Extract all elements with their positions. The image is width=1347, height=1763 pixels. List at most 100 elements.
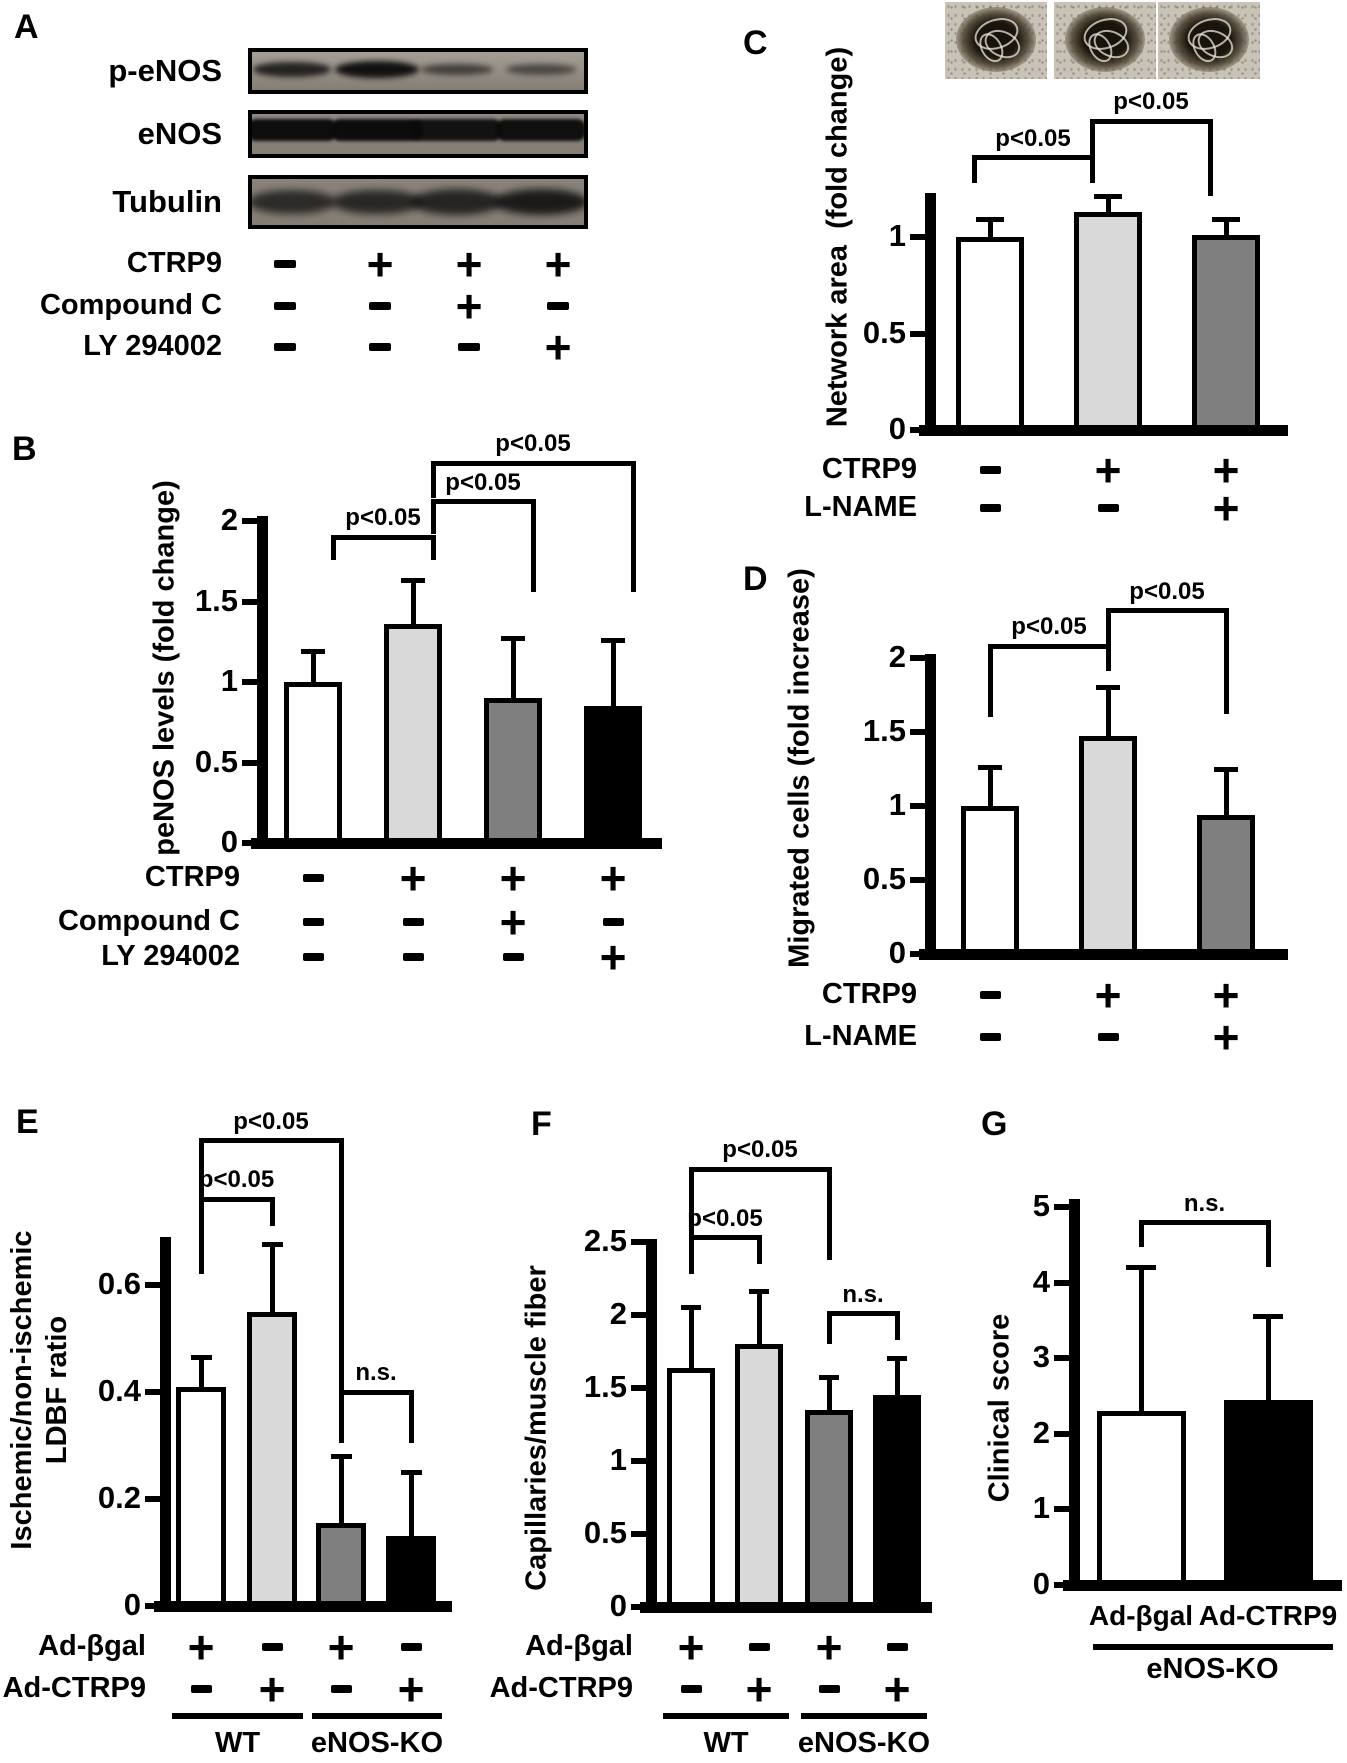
panel-g-ytick-2 (1054, 1430, 1070, 1437)
panel-b-row-2-minus-1 (402, 953, 424, 961)
panel-g-bracket-0-pvalue: n.s. (1183, 1189, 1226, 1217)
panel-b-ytick-label-0: 0 (220, 824, 238, 859)
panel-b-row-1-minus-3 (602, 918, 624, 926)
panel-f-ytick-label-2: 1 (609, 1442, 627, 1477)
panel-c-ytick-2 (910, 234, 926, 240)
panel-d-ytick-0 (910, 951, 926, 957)
panel-e-group-0-line (172, 1713, 303, 1719)
panel-e-bracket-0-pvalue: p<0.05 (198, 1166, 275, 1194)
panel-d-ytick-label-1: 0.5 (862, 861, 906, 896)
panel-g-bracket-0-leg-right (1265, 1222, 1271, 1267)
panel-f-bracket-1-leg-left (688, 1169, 694, 1238)
panel-f-row-0-minus-1 (748, 1643, 770, 1651)
panel-b-label: B (12, 430, 37, 468)
panel-c-bracket-0-leg-right (1089, 157, 1095, 183)
panel-b-bar-2 (484, 698, 542, 848)
panel-c-bracket-1-leg-left (1089, 121, 1095, 158)
panel-g-ytick-label-2: 2 (1032, 1414, 1050, 1450)
panel-d-bracket-1-leg-left (1105, 610, 1111, 647)
panel-g-label: G (981, 1105, 1008, 1143)
panel-b-row-2-label: LY 294002 (101, 940, 240, 972)
panel-d-x-axis (919, 948, 1288, 960)
panel-c-y-axis (924, 192, 936, 435)
panel-a-row-2-minus-2 (458, 343, 480, 351)
panel-c-bracket-1-leg-right (1207, 121, 1213, 197)
blot-band-Tubulin-lane-2 (332, 189, 422, 215)
spheroid-dark-core (1065, 7, 1145, 73)
panel-b-row-2-plus-3: + (599, 931, 627, 983)
spheroid-dark-core (956, 7, 1036, 73)
panel-f-row-0-label: Ad-βgal (525, 1630, 633, 1662)
panel-g-group-0-line (1092, 1644, 1333, 1650)
panel-e-bracket-0-bar (198, 1196, 275, 1202)
panel-f-bracket-2-pvalue: n.s. (842, 1280, 884, 1308)
panel-f-y-axis (645, 1239, 657, 1612)
panel-f-errorbar-line-3 (894, 1358, 900, 1396)
panel-d-row-1-label: L-NAME (804, 1020, 917, 1052)
panel-e-row-1-label: Ad-CTRP9 (2, 1672, 146, 1704)
panel-b-bracket-0-leg-right (430, 537, 436, 560)
panel-d-errorbar-line-0 (987, 767, 993, 806)
panel-a-row-1-plus-2: + (455, 280, 483, 332)
panel-d-ytick-label-0: 0 (888, 935, 906, 970)
panel-c-errorbar-line-0 (987, 219, 993, 237)
blot-band-eNOS-lane-1 (252, 119, 338, 142)
panel-c-row-1-label: L-NAME (804, 491, 917, 523)
panel-f-label: F (531, 1105, 552, 1143)
panel-b-ytick-1 (242, 759, 258, 766)
panel-g-bar-1 (1223, 1399, 1313, 1590)
panel-e-ytick-label-2: 0.4 (97, 1373, 141, 1408)
panel-d-bracket-1-pvalue: p<0.05 (1129, 577, 1205, 605)
panel-e-bracket-1-bar (198, 1138, 344, 1144)
panel-e-bracket-2-bar (338, 1389, 414, 1395)
panel-d-errorbar-line-1 (1105, 687, 1111, 737)
panel-c-row-1-minus-0 (979, 504, 1001, 512)
panel-d-bracket-0-leg-left (987, 646, 993, 718)
panel-d-bracket-1-leg-right (1223, 610, 1229, 715)
spheroid-dark-core (1169, 7, 1249, 73)
panel-b-bar-3 (584, 706, 642, 848)
panel-b-errorbar-cap-0 (300, 648, 326, 654)
panel-e-bar-3 (386, 1536, 436, 1611)
panel-f-ytick-3 (631, 1385, 647, 1391)
panel-e-row-1-plus-3: + (397, 1663, 425, 1715)
panel-a-row-0-plus-2: + (455, 238, 483, 290)
panel-e-row-0-plus-2: + (327, 1621, 355, 1673)
panel-g-ytick-5 (1054, 1204, 1070, 1210)
panel-g-ytick-label-3: 3 (1032, 1339, 1050, 1375)
panel-b-row-2-minus-2 (502, 953, 524, 961)
panel-a-row-0-plus-3: + (544, 238, 572, 290)
panel-c-x-axis (919, 424, 1288, 436)
panel-d-bracket-0-pvalue: p<0.05 (1011, 613, 1087, 641)
panel-f-ytick-label-3: 1.5 (583, 1369, 627, 1404)
blot-band-eNOS-lane-4 (495, 119, 584, 141)
panel-f-errorbar-cap-0 (680, 1305, 702, 1311)
panel-c-row-1-plus-2: + (1212, 482, 1240, 534)
panel-g-ytick-3 (1054, 1355, 1070, 1362)
blot-strip-p-eNOS (248, 48, 588, 94)
panel-f-errorbar-cap-2 (818, 1375, 840, 1381)
blot-band-p-eNOS-lane-2 (335, 61, 419, 79)
panel-a-row-1-minus-1 (369, 302, 391, 310)
panel-e-bar-2 (316, 1523, 366, 1611)
panel-b-errorbar-line-2 (510, 638, 516, 699)
panel-f-bracket-0-bar (688, 1235, 762, 1241)
blot-band-p-eNOS-lane-4 (505, 64, 577, 75)
panel-f-errorbar-line-1 (756, 1291, 762, 1345)
panel-c-label: C (743, 24, 768, 62)
panel-c-bracket-1-bar (1089, 118, 1213, 124)
panel-e-x-axis (154, 1600, 452, 1612)
panel-a-row-0-label: CTRP9 (126, 247, 222, 279)
panel-e-row-0-minus-3 (400, 1643, 422, 1651)
panel-b-ytick-label-2: 1 (220, 663, 238, 698)
panel-g-ytick-label-4: 4 (1032, 1263, 1050, 1299)
blot-strip-Tubulin (248, 175, 588, 229)
panel-f-row-1-minus-2 (818, 1685, 840, 1693)
panel-f-bar-3 (873, 1395, 921, 1612)
panel-g-y-axis (1068, 1199, 1080, 1590)
panel-e-bracket-2-leg-right (408, 1392, 414, 1443)
panel-g-group-0-label: eNOS-KO (1146, 1653, 1279, 1685)
panel-d-bracket-0-bar (987, 643, 1111, 649)
panel-e-ytick-3 (145, 1282, 161, 1288)
